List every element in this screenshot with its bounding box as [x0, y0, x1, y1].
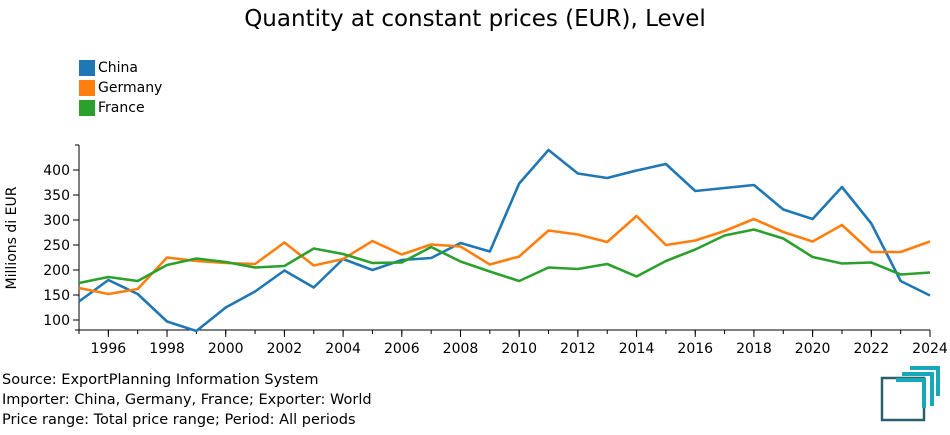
chart-title: Quantity at constant prices (EUR), Level [244, 6, 706, 32]
y-tick-label: 250 [43, 238, 70, 254]
x-tick-label: 1996 [91, 341, 127, 357]
legend-label-germany: Germany [98, 80, 163, 96]
legend-swatch-france [79, 100, 95, 116]
x-tick-label: 2006 [384, 341, 420, 357]
x-tick-label: 2008 [443, 341, 479, 357]
x-tick-label: 2024 [912, 341, 948, 357]
y-tick-label: 350 [43, 188, 70, 204]
legend-label-china: China [98, 60, 138, 76]
exportplanning-logo-icon [880, 366, 940, 422]
footer-notes: Source: ExportPlanning Information Syste… [2, 370, 372, 430]
series-lines [78, 148, 931, 333]
y-tick-label: 150 [43, 288, 70, 304]
axes: 100 150 200 250 300 350 400 1996 1998 2000 2002 200… [43, 144, 948, 357]
legend-item-china[interactable]: China [79, 58, 162, 78]
x-tick-label: 2016 [677, 341, 713, 357]
x-tick-label: 1998 [149, 341, 185, 357]
x-tick-label: 2014 [619, 341, 655, 357]
x-tick-label: 2002 [267, 341, 303, 357]
legend-swatch-china [79, 60, 95, 76]
x-tick-label: 2018 [736, 341, 772, 357]
x-tick-label: 2022 [853, 341, 889, 357]
legend-label-france: France [98, 100, 145, 116]
importer-note: Importer: China, Germany, France; Export… [2, 392, 372, 408]
legend-swatch-germany [79, 80, 95, 96]
x-tick-label: 2000 [208, 341, 244, 357]
series-line-france[interactable] [78, 228, 931, 285]
price-note: Price range: Total price range; Period: … [2, 412, 356, 428]
series-line-germany[interactable] [78, 214, 931, 296]
x-tick-label: 2012 [560, 341, 596, 357]
x-tick-label: 2010 [501, 341, 537, 357]
y-axis-label: Millions di EUR [4, 186, 20, 289]
x-tick-label: 2020 [795, 341, 831, 357]
x-tick-label: 2004 [325, 341, 361, 357]
y-tick-label: 300 [43, 213, 70, 229]
legend: China Germany France [79, 58, 162, 118]
legend-item-germany[interactable]: Germany [79, 78, 162, 98]
y-tick-label: 400 [43, 163, 70, 179]
source-note: Source: ExportPlanning Information Syste… [2, 372, 319, 388]
y-tick-label: 200 [43, 263, 70, 279]
y-tick-label: 100 [43, 313, 70, 329]
legend-item-france[interactable]: France [79, 98, 162, 118]
series-line-china[interactable] [78, 148, 931, 333]
